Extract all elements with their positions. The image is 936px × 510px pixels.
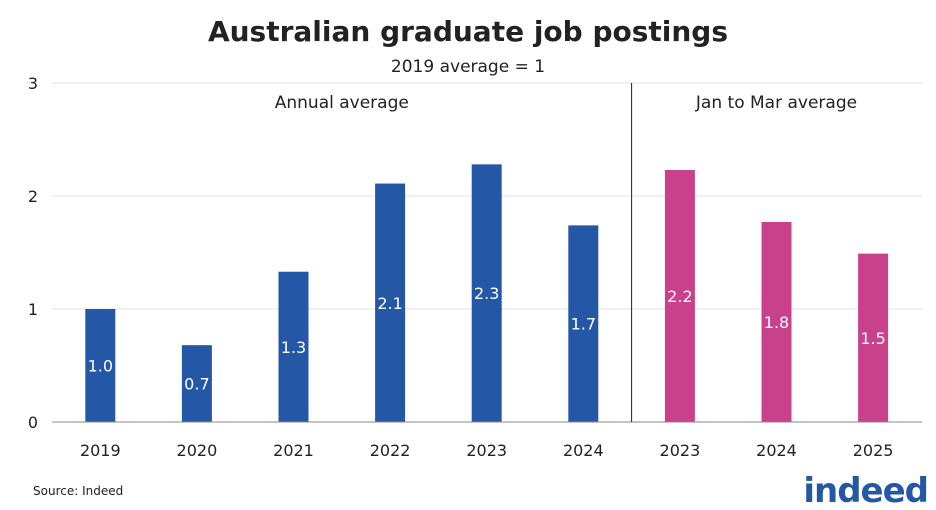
- data-label: 1.5: [860, 329, 885, 348]
- indeed-logo: indeed: [803, 471, 929, 510]
- bar: [761, 221, 792, 422]
- x-tick-label: 2019: [80, 441, 121, 460]
- y-tick-label: 3: [28, 74, 38, 93]
- x-tick-label: 2024: [756, 441, 797, 460]
- data-label: 2.2: [667, 287, 692, 306]
- x-tick-label: 2020: [177, 441, 218, 460]
- axes: 0 1 2 3 2019 2020 2021 2022 2023 2024 Annual avera…: [28, 74, 922, 460]
- bar: [664, 170, 695, 422]
- x-tick-label: 2023: [466, 441, 507, 460]
- data-label: 1.7: [571, 315, 596, 334]
- x-tick-label: 2025: [853, 441, 894, 460]
- bar: [568, 225, 599, 422]
- x-tick-label: 2024: [563, 441, 604, 460]
- bar: [278, 271, 309, 422]
- bar: [471, 164, 502, 423]
- panel-label: Jan to Mar average: [695, 93, 857, 113]
- bars: [85, 164, 889, 423]
- y-tick-label: 1: [28, 300, 38, 319]
- chart-subtitle: 2019 average = 1: [391, 57, 545, 77]
- data-label: 1.0: [88, 357, 113, 376]
- data-label: 0.7: [184, 375, 209, 394]
- chart-title: Australian graduate job postings: [208, 15, 728, 48]
- data-label: 2.1: [377, 294, 402, 313]
- panel-label: Annual average: [275, 93, 409, 113]
- x-tick-label: 2022: [370, 441, 411, 460]
- x-tick-label: 2023: [660, 441, 701, 460]
- data-labels: 1.0 0.7 1.3 2.1 2.3 1.7 2.2 1.8 1.5: [88, 284, 886, 393]
- data-label: 1.8: [764, 313, 789, 332]
- data-label: 2.3: [474, 284, 499, 303]
- logo-text: indeed: [803, 471, 928, 510]
- data-label: 1.3: [281, 338, 306, 357]
- y-tick-label: 2: [28, 187, 38, 206]
- x-tick-label: 2021: [273, 441, 314, 460]
- bar: [858, 253, 889, 422]
- bar: [181, 345, 212, 422]
- y-tick-label: 0: [28, 413, 38, 432]
- bar: [375, 183, 406, 422]
- bar: [85, 309, 116, 422]
- source-note: Source: Indeed: [33, 484, 123, 498]
